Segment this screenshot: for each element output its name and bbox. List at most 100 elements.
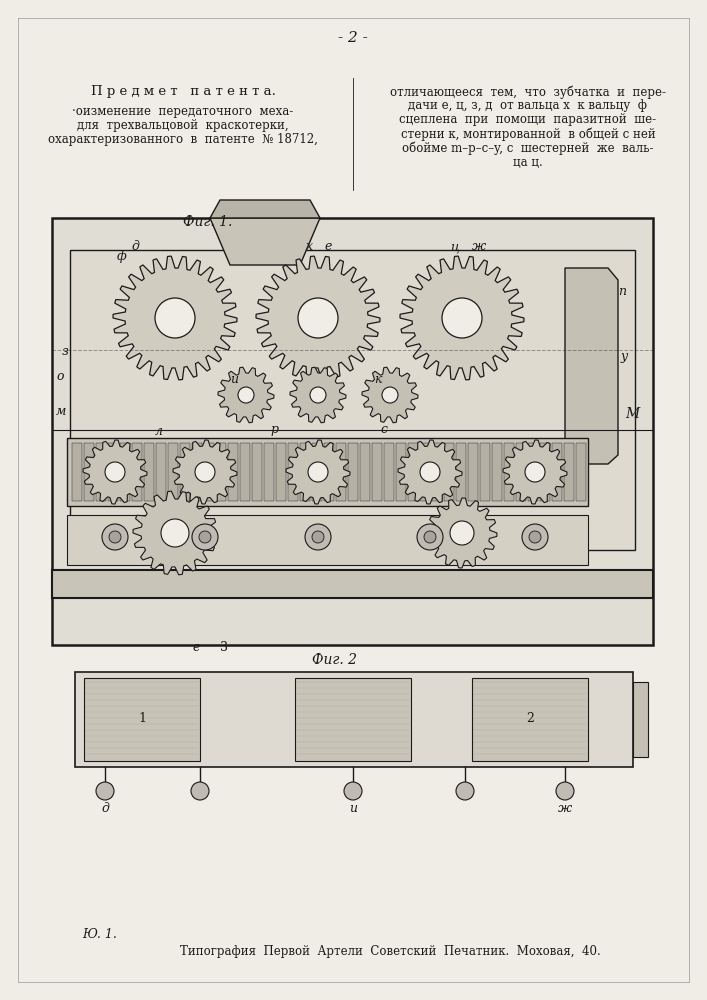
Circle shape xyxy=(450,521,474,545)
Text: отличающееся  тем,  что  зубчатка  и  пере-: отличающееся тем, что зубчатка и пере- xyxy=(390,85,666,99)
Circle shape xyxy=(105,462,125,482)
Text: е: е xyxy=(324,240,332,253)
Bar xyxy=(528,443,538,501)
Bar xyxy=(492,443,502,501)
Bar xyxy=(372,443,382,501)
Polygon shape xyxy=(398,440,462,504)
Bar xyxy=(633,682,648,757)
Bar xyxy=(360,443,370,501)
Text: 2: 2 xyxy=(526,712,534,726)
Bar xyxy=(396,443,406,501)
Circle shape xyxy=(344,782,362,800)
Bar xyxy=(192,443,202,501)
Polygon shape xyxy=(427,498,497,568)
Polygon shape xyxy=(565,268,618,464)
Bar xyxy=(67,515,588,565)
Bar xyxy=(516,443,526,501)
Text: с: с xyxy=(380,423,387,436)
Circle shape xyxy=(382,387,398,403)
Polygon shape xyxy=(286,440,350,504)
Bar xyxy=(84,678,200,761)
Bar xyxy=(480,443,490,501)
Text: Ю. 1.: Ю. 1. xyxy=(83,928,117,942)
Text: М: М xyxy=(625,407,639,421)
Text: е: е xyxy=(192,641,199,654)
Circle shape xyxy=(96,782,114,800)
Circle shape xyxy=(161,519,189,547)
Bar xyxy=(168,443,178,501)
Bar xyxy=(300,443,310,501)
Circle shape xyxy=(529,531,541,543)
Circle shape xyxy=(191,782,209,800)
Circle shape xyxy=(308,462,328,482)
Bar xyxy=(84,443,94,501)
Bar xyxy=(504,443,514,501)
Polygon shape xyxy=(290,367,346,423)
Polygon shape xyxy=(113,256,237,380)
Text: дачи e, ц, з, д  от вальца х  к вальцу  ф: дачи e, ц, з, д от вальца х к вальцу ф xyxy=(409,100,648,112)
Bar xyxy=(228,443,238,501)
Bar xyxy=(70,250,635,550)
Bar xyxy=(240,443,250,501)
Text: ·оизменение  передаточного  меха-: ·оизменение передаточного меха- xyxy=(72,105,293,118)
Text: ж: ж xyxy=(472,240,486,253)
Bar xyxy=(276,443,286,501)
Text: м: м xyxy=(56,405,66,418)
Text: сцеплена  при  помощи  паразитной  ше-: сцеплена при помощи паразитной ше- xyxy=(399,113,657,126)
Bar xyxy=(52,570,653,598)
Bar xyxy=(540,443,550,501)
Text: стерни к, монтированной  в общей с ней: стерни к, монтированной в общей с ней xyxy=(401,127,655,141)
Text: - 2 -: - 2 - xyxy=(338,31,368,45)
Bar xyxy=(432,443,442,501)
Bar xyxy=(552,443,562,501)
Polygon shape xyxy=(83,440,147,504)
Bar xyxy=(75,672,633,767)
Text: обойме m–p–c–y, с  шестерней  же  валь-: обойме m–p–c–y, с шестерней же валь- xyxy=(402,141,654,155)
Bar xyxy=(156,443,166,501)
Polygon shape xyxy=(256,256,380,380)
Text: ф: ф xyxy=(117,250,127,263)
Polygon shape xyxy=(362,367,418,423)
Circle shape xyxy=(155,298,195,338)
Circle shape xyxy=(102,524,128,550)
Bar xyxy=(67,438,588,506)
Bar xyxy=(72,443,82,501)
Circle shape xyxy=(199,531,211,543)
Polygon shape xyxy=(218,367,274,423)
Text: 3: 3 xyxy=(220,641,228,654)
Bar xyxy=(384,443,394,501)
Circle shape xyxy=(424,531,436,543)
Polygon shape xyxy=(400,256,524,380)
Circle shape xyxy=(310,387,326,403)
Circle shape xyxy=(420,462,440,482)
Bar xyxy=(295,678,411,761)
Bar xyxy=(52,218,653,645)
Circle shape xyxy=(312,531,324,543)
Circle shape xyxy=(456,782,474,800)
Bar xyxy=(252,443,262,501)
Bar xyxy=(288,443,298,501)
Text: охарактеризованного  в  патенте  № 18712,: охарактеризованного в патенте № 18712, xyxy=(48,133,318,146)
Text: д: д xyxy=(101,802,109,816)
Bar xyxy=(564,443,574,501)
Bar xyxy=(216,443,226,501)
Text: о: о xyxy=(56,370,64,383)
Polygon shape xyxy=(173,440,237,504)
Polygon shape xyxy=(210,218,320,265)
Circle shape xyxy=(442,298,482,338)
Bar xyxy=(468,443,478,501)
Circle shape xyxy=(192,524,218,550)
Circle shape xyxy=(298,298,338,338)
Bar xyxy=(348,443,358,501)
Bar xyxy=(312,443,322,501)
Text: у: у xyxy=(620,350,627,363)
Circle shape xyxy=(556,782,574,800)
Text: р: р xyxy=(270,423,278,436)
Text: Фиг. 1.: Фиг. 1. xyxy=(183,215,233,229)
Bar xyxy=(336,443,346,501)
Circle shape xyxy=(525,462,545,482)
Bar xyxy=(204,443,214,501)
Bar xyxy=(120,443,130,501)
Bar xyxy=(408,443,418,501)
Polygon shape xyxy=(210,200,320,218)
